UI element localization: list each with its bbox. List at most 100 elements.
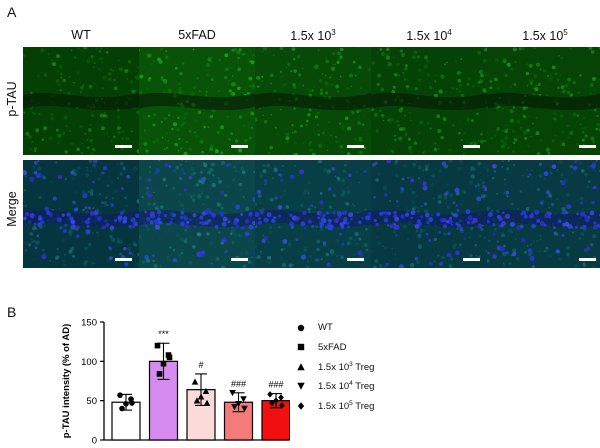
data-point xyxy=(202,387,210,395)
data-point xyxy=(241,405,248,412)
micrograph-texture xyxy=(255,47,371,155)
column-header-3-exponent: 4 xyxy=(447,28,452,37)
legend-label-4-suffix: Treg xyxy=(352,400,375,412)
micrograph-texture xyxy=(371,160,487,268)
column-header-1: 5xFAD xyxy=(139,28,255,42)
micrograph-texture xyxy=(139,160,255,268)
micrograph-texture xyxy=(255,160,371,268)
scale-bar xyxy=(115,145,132,148)
y-tick-label: 50 xyxy=(86,396,97,407)
legend-label-1-text: 5xFAD xyxy=(318,341,347,353)
data-point xyxy=(235,401,242,408)
column-header-2-exponent: 3 xyxy=(331,28,336,37)
data-point xyxy=(123,401,129,407)
data-point xyxy=(193,397,201,404)
scale-bar xyxy=(347,258,364,261)
scale-bar xyxy=(579,258,596,261)
bar-0 xyxy=(111,401,141,441)
legend-marker-triangle-down xyxy=(297,383,305,390)
merge-micrograph-4 xyxy=(487,160,600,268)
data-point xyxy=(267,391,273,398)
row-label-ptau: p-TAU xyxy=(5,81,19,117)
column-header-3-text: 1.5x 10 xyxy=(406,29,448,44)
merge-micrograph-3 xyxy=(371,160,487,268)
legend-label-3-suffix: Treg xyxy=(352,381,375,393)
legend-label: 1.5x 105 Treg xyxy=(318,400,374,412)
data-point xyxy=(119,405,125,412)
scale-bar xyxy=(463,145,480,148)
data-point xyxy=(129,400,135,406)
data-point xyxy=(203,399,211,406)
data-point xyxy=(240,396,247,403)
column-header-4: 1.5x 105 xyxy=(487,28,600,43)
row-label-merge: Merge xyxy=(5,191,19,227)
legend-marker-diamond xyxy=(297,402,305,410)
column-header-2: 1.5x 103 xyxy=(255,28,371,43)
chart-legend: WT 5xFAD 1.5x 103 Treg 1.5x 104 Treg 1.5x 10… xyxy=(296,318,374,416)
data-point xyxy=(166,354,173,361)
ptau-micrograph-3 xyxy=(371,47,487,155)
panel-a-label: A xyxy=(7,4,17,20)
column-header-0: WT xyxy=(23,28,139,42)
merge-micrograph-1 xyxy=(139,160,255,268)
significance-label-3: ### xyxy=(231,379,246,389)
data-point xyxy=(117,392,123,398)
micrograph-texture xyxy=(139,47,255,155)
micrograph-texture xyxy=(487,160,600,268)
y-tick-label: 0 xyxy=(92,436,97,447)
legend-item-3: 1.5x 104 Treg xyxy=(296,377,374,397)
merge-micrograph-0 xyxy=(23,160,139,268)
scale-bar xyxy=(463,258,480,261)
data-point xyxy=(156,371,163,377)
significance-label-4: ### xyxy=(268,380,283,390)
data-point xyxy=(269,399,275,407)
column-header-0-text: WT xyxy=(71,28,91,42)
significance-label-1: *** xyxy=(158,329,169,339)
legend-item-0: WT xyxy=(296,318,374,338)
column-header-1-text: 5xFAD xyxy=(178,28,216,42)
data-point xyxy=(191,378,199,385)
column-header-4-exponent: 5 xyxy=(563,28,568,37)
merge-micrograph-2 xyxy=(255,160,371,268)
legend-label-0-text: WT xyxy=(318,322,333,334)
y-tick-label: 150 xyxy=(81,318,97,329)
legend-marker-circle xyxy=(297,324,305,331)
legend-label: 5xFAD xyxy=(318,342,347,353)
y-axis-label: p-TAU intensity (% of AD) xyxy=(61,324,72,439)
ptau-micrograph-2 xyxy=(255,47,371,155)
legend-label-4-exponent: 5 xyxy=(349,399,353,407)
ptau-micrograph-1 xyxy=(139,47,255,155)
micrograph-texture xyxy=(23,47,139,155)
legend-marker-square xyxy=(297,344,305,351)
legend-label-2-exponent: 3 xyxy=(349,360,353,368)
scale-bar xyxy=(579,145,596,148)
data-point xyxy=(197,393,205,400)
panel-b-label: B xyxy=(7,304,17,320)
micrograph-texture xyxy=(371,47,487,155)
scale-bar xyxy=(115,258,132,261)
legend-label-3-exponent: 4 xyxy=(349,380,353,388)
legend-label-4-text: 1.5x 10 xyxy=(318,400,350,412)
ptau-micrograph-0 xyxy=(23,47,139,155)
micrograph-texture xyxy=(487,47,600,155)
micrograph-texture xyxy=(23,160,139,268)
data-point xyxy=(154,342,161,349)
y-tick-label: 100 xyxy=(81,357,97,368)
legend-item-2: 1.5x 103 Treg xyxy=(296,357,374,377)
data-point xyxy=(160,360,167,367)
legend-label: WT xyxy=(318,322,333,333)
legend-label: 1.5x 104 Treg xyxy=(318,380,374,392)
column-header-2-text: 1.5x 10 xyxy=(290,29,332,44)
legend-label-2-suffix: Treg xyxy=(352,361,375,373)
data-point xyxy=(231,404,238,411)
ptau-micrograph-4 xyxy=(487,47,600,155)
data-point xyxy=(278,394,284,401)
legend-label: 1.5x 103 Treg xyxy=(318,361,374,373)
legend-label-3-text: 1.5x 10 xyxy=(318,381,350,393)
significance-label-2: # xyxy=(198,360,203,370)
scale-bar xyxy=(347,145,364,148)
legend-label-2-text: 1.5x 10 xyxy=(318,361,350,373)
column-header-3: 1.5x 104 xyxy=(371,28,487,43)
legend-item-1: 5xFAD xyxy=(296,338,374,358)
